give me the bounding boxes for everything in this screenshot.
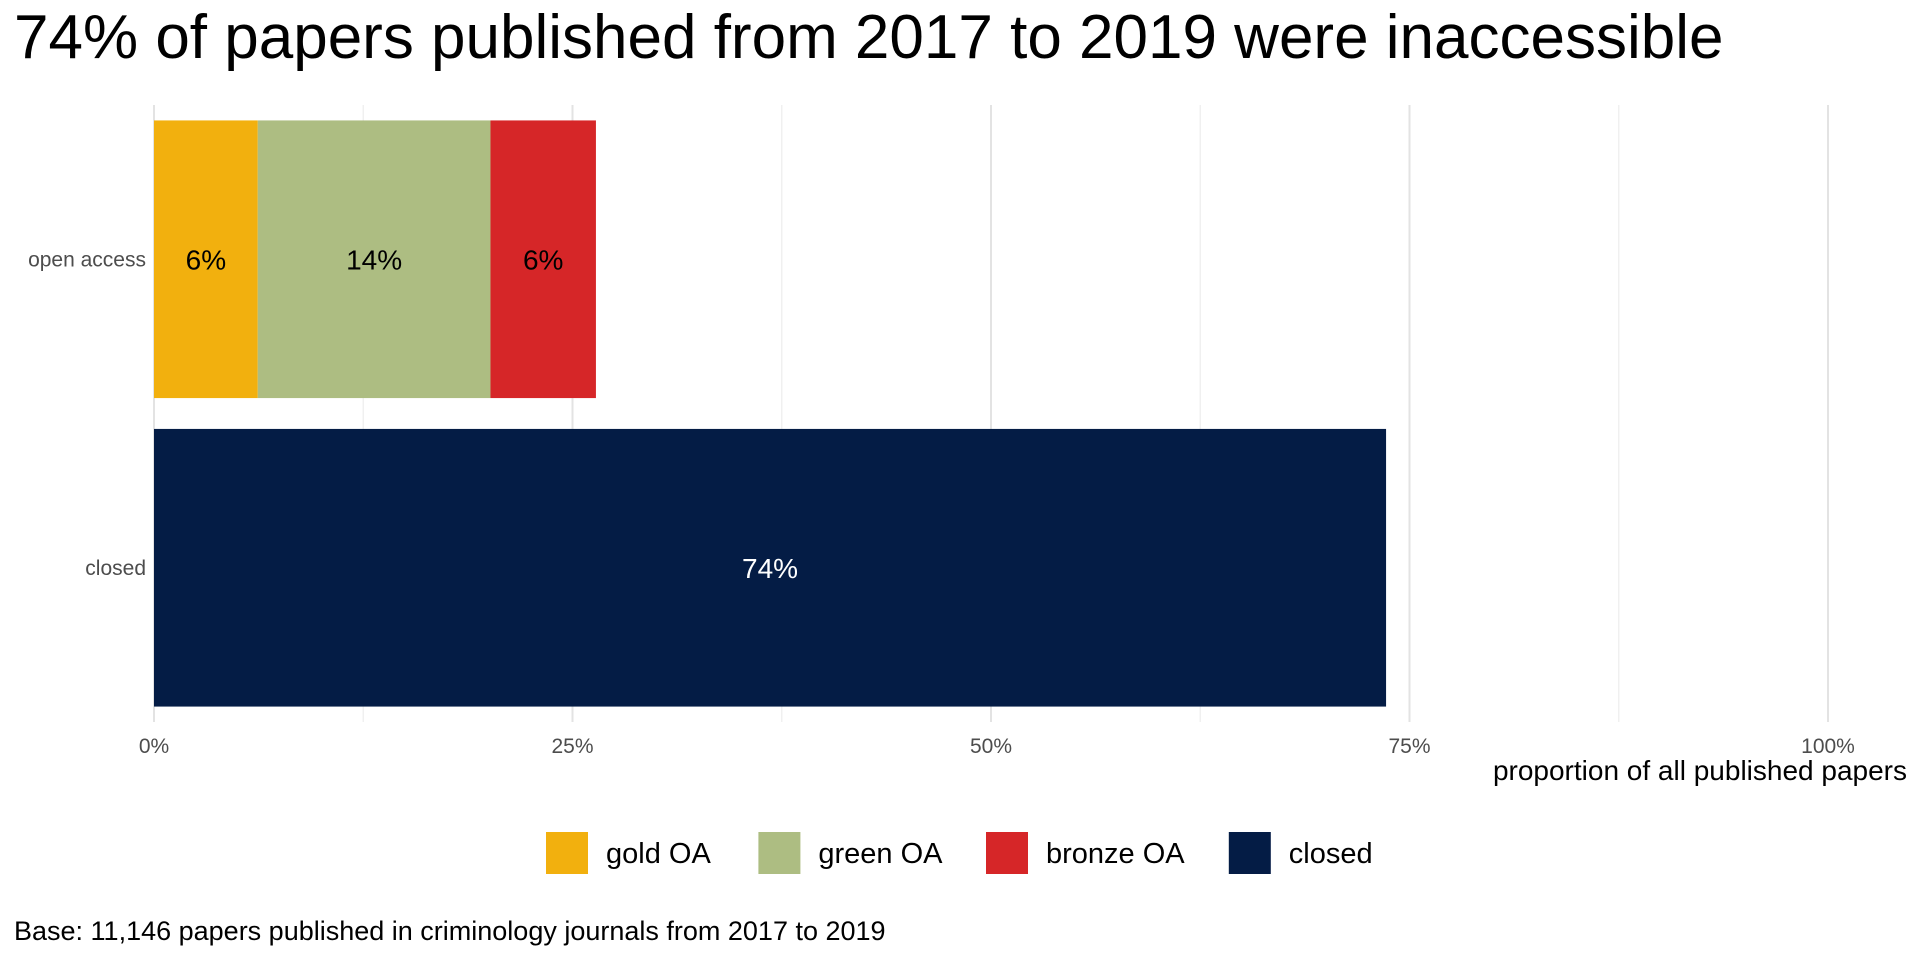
y-category-label: closed xyxy=(85,557,146,580)
x-tick-label: 0% xyxy=(139,735,169,758)
y-category-label: open access xyxy=(28,248,146,271)
legend-swatch xyxy=(1228,832,1271,874)
legend: gold OA green OA bronze OA closed xyxy=(546,832,1373,874)
bar-value-label: 14% xyxy=(346,244,402,275)
x-tick-label: 50% xyxy=(970,735,1012,758)
x-tick-label: 100% xyxy=(1801,735,1855,758)
chart-caption: Base: 11,146 papers published in crimino… xyxy=(14,916,886,946)
legend-label: bronze OA xyxy=(1046,838,1185,870)
bar-value-label: 74% xyxy=(742,553,798,584)
bar-bronze-open-access xyxy=(490,120,596,399)
legend-swatch xyxy=(546,832,588,874)
axis-layer: open access closed 0% 25% 50% 75% 100% xyxy=(28,248,1855,758)
legend-item-green: green OA xyxy=(758,832,943,874)
bar-value-label: 6% xyxy=(186,244,226,275)
bar-green-open-access xyxy=(257,120,491,399)
legend-label: green OA xyxy=(818,838,943,870)
chart-title: 74% of papers published from 2017 to 201… xyxy=(14,3,1724,72)
legend-swatch xyxy=(758,832,801,874)
legend-item-gold: gold OA xyxy=(546,832,711,874)
bar-gold-open-access xyxy=(154,120,258,399)
x-axis-title: proportion of all published papers xyxy=(1493,755,1907,786)
x-tick-label: 25% xyxy=(551,735,593,758)
legend-swatch xyxy=(986,832,1028,874)
legend-label: closed xyxy=(1289,838,1373,870)
bar-value-label: 6% xyxy=(523,244,563,275)
x-tick-label: 75% xyxy=(1388,735,1430,758)
bar-closed-closed xyxy=(154,428,1387,707)
legend-item-closed: closed xyxy=(1228,832,1373,874)
bar-layer xyxy=(154,120,1387,707)
legend-label: gold OA xyxy=(606,838,711,870)
bar-label-layer: 6% 14% 6% 74% xyxy=(186,244,798,584)
legend-item-bronze: bronze OA xyxy=(986,832,1185,874)
